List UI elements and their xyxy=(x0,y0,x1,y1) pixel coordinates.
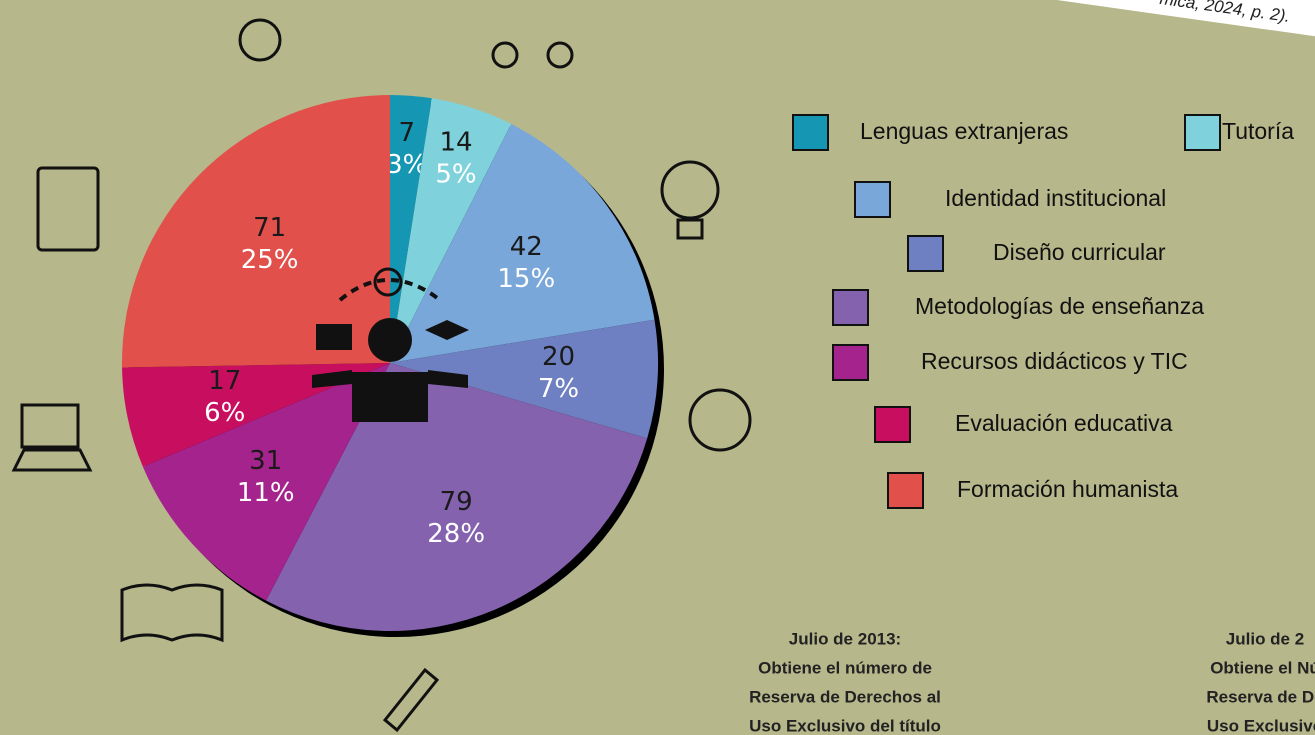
slice-percent: 25% xyxy=(241,245,299,275)
page: {"chart_data": { "type": "pie", "categor… xyxy=(0,0,1315,735)
infographic: mica, 2024, p. 2). 73%145%4215%207%7928%… xyxy=(0,0,1315,735)
legend-swatch xyxy=(855,182,890,217)
legend-label: Formación humanista xyxy=(957,476,1178,502)
slice-count: 31 xyxy=(249,446,282,476)
slice-percent: 5% xyxy=(435,160,476,190)
note-line: Julio de 2013: xyxy=(789,629,901,648)
legend-swatch xyxy=(875,407,910,442)
slice-count: 7 xyxy=(398,118,415,148)
note-line: Julio de 2 xyxy=(1226,629,1304,648)
book xyxy=(316,324,352,350)
legend-swatch xyxy=(833,345,868,380)
slice-count: 20 xyxy=(542,342,575,372)
note-line: Reserva de Derechos al xyxy=(749,687,941,706)
legend-swatch xyxy=(1185,115,1220,150)
legend-label: Recursos didácticos y TIC xyxy=(921,348,1188,374)
slice-percent: 6% xyxy=(204,398,245,428)
slice-count: 42 xyxy=(510,232,543,262)
legend-label: Evaluación educativa xyxy=(955,410,1173,436)
legend-label: Diseño curricular xyxy=(993,239,1166,265)
legend-label: Lenguas extranjeras xyxy=(860,118,1068,144)
legend-swatch xyxy=(833,290,868,325)
slice-percent: 28% xyxy=(427,519,485,549)
slice-count: 17 xyxy=(208,366,241,396)
slice-count: 71 xyxy=(253,213,286,243)
legend-label: Identidad institucional xyxy=(945,185,1166,211)
note-line: Reserva de De xyxy=(1206,687,1315,706)
note-line: Obtiene el número de xyxy=(758,658,932,677)
legend-swatch xyxy=(793,115,828,150)
legend-label: Tutoría xyxy=(1222,118,1294,144)
slice-count: 79 xyxy=(440,487,473,517)
slice-count: 14 xyxy=(439,128,472,158)
legend-label: Metodologías de enseñanza xyxy=(915,293,1204,319)
note-line: Obtiene el Nú xyxy=(1210,658,1315,677)
slice-percent: 11% xyxy=(237,478,295,508)
legend-swatch xyxy=(888,473,923,508)
legend-swatch xyxy=(908,236,943,271)
note-line: Uso Exclusivo del título xyxy=(749,716,941,735)
slice-percent: 15% xyxy=(497,264,555,294)
note-line: Uso Exclusivo xyxy=(1207,716,1315,735)
slice-percent: 7% xyxy=(538,374,579,404)
person-head xyxy=(368,318,412,362)
